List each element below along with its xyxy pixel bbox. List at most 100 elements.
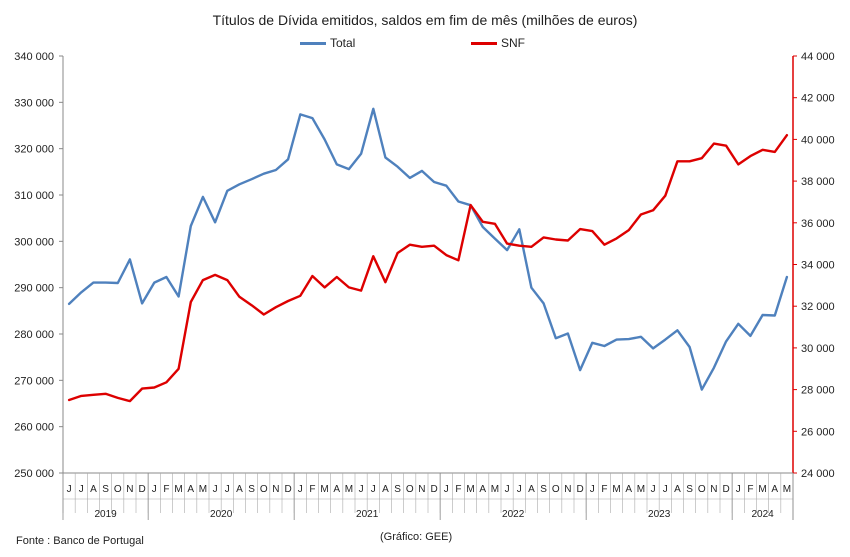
left-tick-label: 260 000 [14, 422, 54, 434]
month-label: A [382, 484, 389, 495]
right-tick-label: 40 000 [801, 134, 835, 146]
left-tick-label: 250 000 [14, 468, 54, 480]
month-label: D [430, 484, 437, 495]
right-tick-label: 42 000 [801, 93, 835, 105]
month-label: J [736, 484, 741, 495]
right-tick-label: 28 000 [801, 385, 835, 397]
source-note: Fonte : Banco de Portugal [16, 535, 144, 547]
left-tick-label: 340 000 [14, 51, 54, 63]
legend-label-snf: SNF [501, 36, 525, 50]
left-tick-label: 290 000 [14, 283, 54, 295]
month-label: F [601, 484, 607, 495]
month-label: S [394, 484, 401, 495]
year-label: 2020 [210, 509, 233, 520]
month-label: A [333, 484, 340, 495]
year-label: 2019 [94, 509, 117, 520]
month-label: J [225, 484, 230, 495]
month-label: M [174, 484, 182, 495]
month-label: J [67, 484, 72, 495]
chart-title: Títulos de Dívida emitidos, saldos em fi… [212, 12, 638, 28]
month-label: A [236, 484, 243, 495]
month-label: O [114, 484, 122, 495]
month-label: N [272, 484, 279, 495]
year-label: 2023 [648, 509, 671, 520]
month-label: N [710, 484, 717, 495]
month-label: O [406, 484, 414, 495]
legend-swatch-snf [471, 41, 497, 45]
month-label: J [79, 484, 84, 495]
credit-note: (Gráfico: GEE) [380, 531, 453, 543]
series-line-snf [67, 133, 789, 403]
legend-item-snf: SNF [471, 36, 525, 50]
month-label: M [637, 484, 645, 495]
month-label: M [758, 484, 766, 495]
month-label: M [491, 484, 499, 495]
month-label: N [564, 484, 571, 495]
right-tick-label: 32 000 [801, 301, 835, 313]
month-label: J [152, 484, 157, 495]
month-label: J [590, 484, 595, 495]
month-label: J [663, 484, 668, 495]
right-tick-label: 30 000 [801, 343, 835, 355]
month-label: J [371, 484, 376, 495]
month-label: A [674, 484, 681, 495]
month-label: J [517, 484, 522, 495]
right-tick-label: 34 000 [801, 260, 835, 272]
left-tick-label: 270 000 [14, 375, 54, 387]
legend: Total SNF [0, 36, 850, 54]
series-line-total [67, 107, 789, 391]
month-label: J [651, 484, 656, 495]
month-label: O [260, 484, 268, 495]
month-label: M [345, 484, 353, 495]
right-tick-label: 26 000 [801, 426, 835, 438]
month-label: M [612, 484, 620, 495]
month-label: F [747, 484, 753, 495]
month-label: M [466, 484, 474, 495]
year-label: 2024 [751, 509, 774, 520]
left-tick-label: 300 000 [14, 236, 54, 248]
month-label: D [576, 484, 583, 495]
right-tick-label: 24 000 [801, 468, 835, 480]
legend-item-total: Total [300, 36, 355, 50]
right-tick-label: 44 000 [801, 51, 835, 63]
month-label: J [213, 484, 218, 495]
legend-swatch-total [300, 41, 326, 45]
year-label: 2021 [356, 509, 379, 520]
month-label: J [505, 484, 510, 495]
month-label: F [309, 484, 315, 495]
month-label: O [698, 484, 706, 495]
month-label: J [359, 484, 364, 495]
month-label: O [552, 484, 560, 495]
month-label: D [722, 484, 729, 495]
month-label: A [625, 484, 632, 495]
right-tick-label: 36 000 [801, 218, 835, 230]
month-label: S [686, 484, 693, 495]
month-label: S [248, 484, 255, 495]
month-label: J [444, 484, 449, 495]
month-label: N [418, 484, 425, 495]
month-label: A [479, 484, 486, 495]
month-label: M [199, 484, 207, 495]
month-label: A [187, 484, 194, 495]
month-label: A [90, 484, 97, 495]
month-label: F [163, 484, 169, 495]
right-tick-label: 38 000 [801, 176, 835, 188]
left-tick-label: 330 000 [14, 97, 54, 109]
month-label: F [455, 484, 461, 495]
month-label: A [771, 484, 778, 495]
month-label: S [540, 484, 547, 495]
month-label: D [138, 484, 145, 495]
left-tick-label: 320 000 [14, 144, 54, 156]
month-label: N [126, 484, 133, 495]
month-label: S [102, 484, 109, 495]
month-label: J [298, 484, 303, 495]
legend-label-total: Total [330, 36, 356, 50]
month-label: M [320, 484, 328, 495]
month-label: A [528, 484, 535, 495]
month-label: D [284, 484, 291, 495]
month-label: M [783, 484, 791, 495]
year-label: 2022 [502, 509, 525, 520]
left-tick-label: 310 000 [14, 190, 54, 202]
left-tick-label: 280 000 [14, 329, 54, 341]
